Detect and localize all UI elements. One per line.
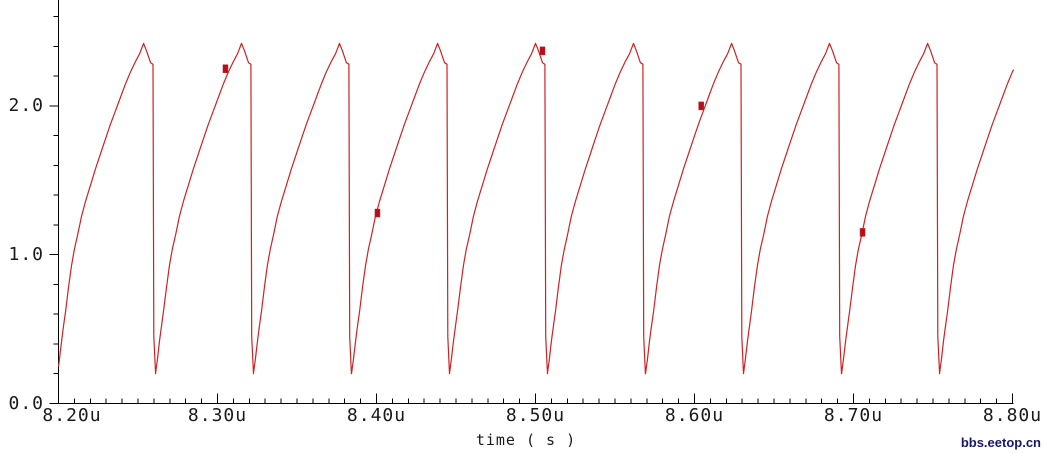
watermark-text: bbs.eetop.cn	[960, 435, 1041, 450]
trace-point-marker	[539, 46, 546, 56]
x-tick-label: 8.70u	[823, 405, 884, 426]
y-tick-label: 1.0	[8, 243, 44, 265]
trace-point-marker	[374, 208, 381, 218]
x-tick-label: 8.40u	[346, 405, 407, 426]
waveform-trace	[57, 42, 1015, 375]
x-tick-label: 8.50u	[505, 405, 566, 426]
x-tick-label: 8.60u	[664, 405, 725, 426]
trace-point-marker	[859, 228, 866, 237]
y-tick-label: 2.0	[8, 94, 44, 116]
x-tick-label: 8.30u	[187, 405, 248, 426]
y-tick-label: 0.0	[8, 392, 44, 414]
x-tick-label: 8.80u	[982, 405, 1043, 426]
x-tick-label: 8.20u	[42, 405, 102, 426]
trace-point-marker	[698, 101, 704, 111]
trace-point-marker	[222, 64, 229, 73]
x-axis-title: time ( s )	[475, 431, 577, 449]
